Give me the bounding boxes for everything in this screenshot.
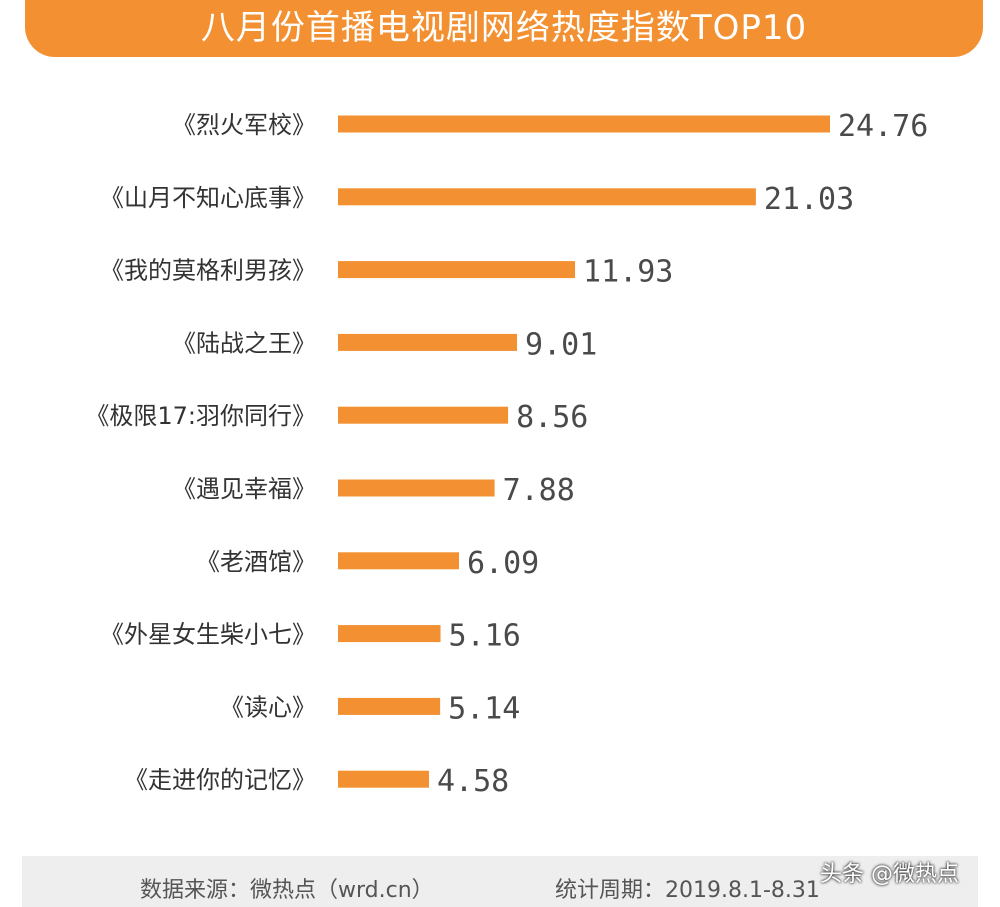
value-label: 5.16 <box>449 619 521 654</box>
data-source-text: 数据来源：微热点（wrd.cn） <box>140 878 434 903</box>
value-label: 7.88 <box>503 473 575 508</box>
category-label: 《走进你的记忆》 <box>124 766 316 794</box>
category-label: 《山月不知心底事》 <box>100 184 316 212</box>
bar <box>338 625 441 643</box>
value-label: 21.03 <box>764 182 854 217</box>
value-label: 4.58 <box>437 764 509 799</box>
category-label: 《老酒馆》 <box>196 548 316 576</box>
category-label: 《遇见幸福》 <box>172 475 316 503</box>
bar <box>338 697 441 715</box>
bar <box>338 479 495 497</box>
category-label: 《读心》 <box>220 693 316 721</box>
value-label: 11.93 <box>583 255 673 290</box>
bar-chart: 《烈火军校》 24.76 《山月不知心底事》 21.03 《我的莫格利男孩》 11.93 《… <box>85 109 928 799</box>
category-label: 《烈火军校》 <box>172 111 316 139</box>
value-label: 24.76 <box>838 109 928 144</box>
footer-bar <box>22 856 978 907</box>
category-label: 《外星女生柴小七》 <box>100 621 316 649</box>
bar <box>338 770 430 788</box>
chart-title: 八月份首播电视剧网络热度指数TOP10 <box>200 8 808 48</box>
bar <box>338 188 756 206</box>
category-label: 《极限17:羽你同行》 <box>85 402 316 430</box>
category-label: 《我的莫格利男孩》 <box>100 257 316 285</box>
watermark-text: 头条 @微热点 <box>820 862 959 887</box>
title-banner <box>25 0 983 57</box>
bar <box>338 261 576 279</box>
bar <box>338 115 830 133</box>
bar <box>338 552 460 570</box>
bar <box>338 406 509 424</box>
stat-period-text: 统计周期：2019.8.1-8.31 <box>555 878 820 903</box>
category-label: 《陆战之王》 <box>172 329 316 357</box>
bar <box>338 333 518 351</box>
value-label: 9.01 <box>525 327 597 362</box>
value-label: 5.14 <box>448 691 520 726</box>
value-label: 6.09 <box>467 546 539 581</box>
value-label: 8.56 <box>516 400 588 435</box>
